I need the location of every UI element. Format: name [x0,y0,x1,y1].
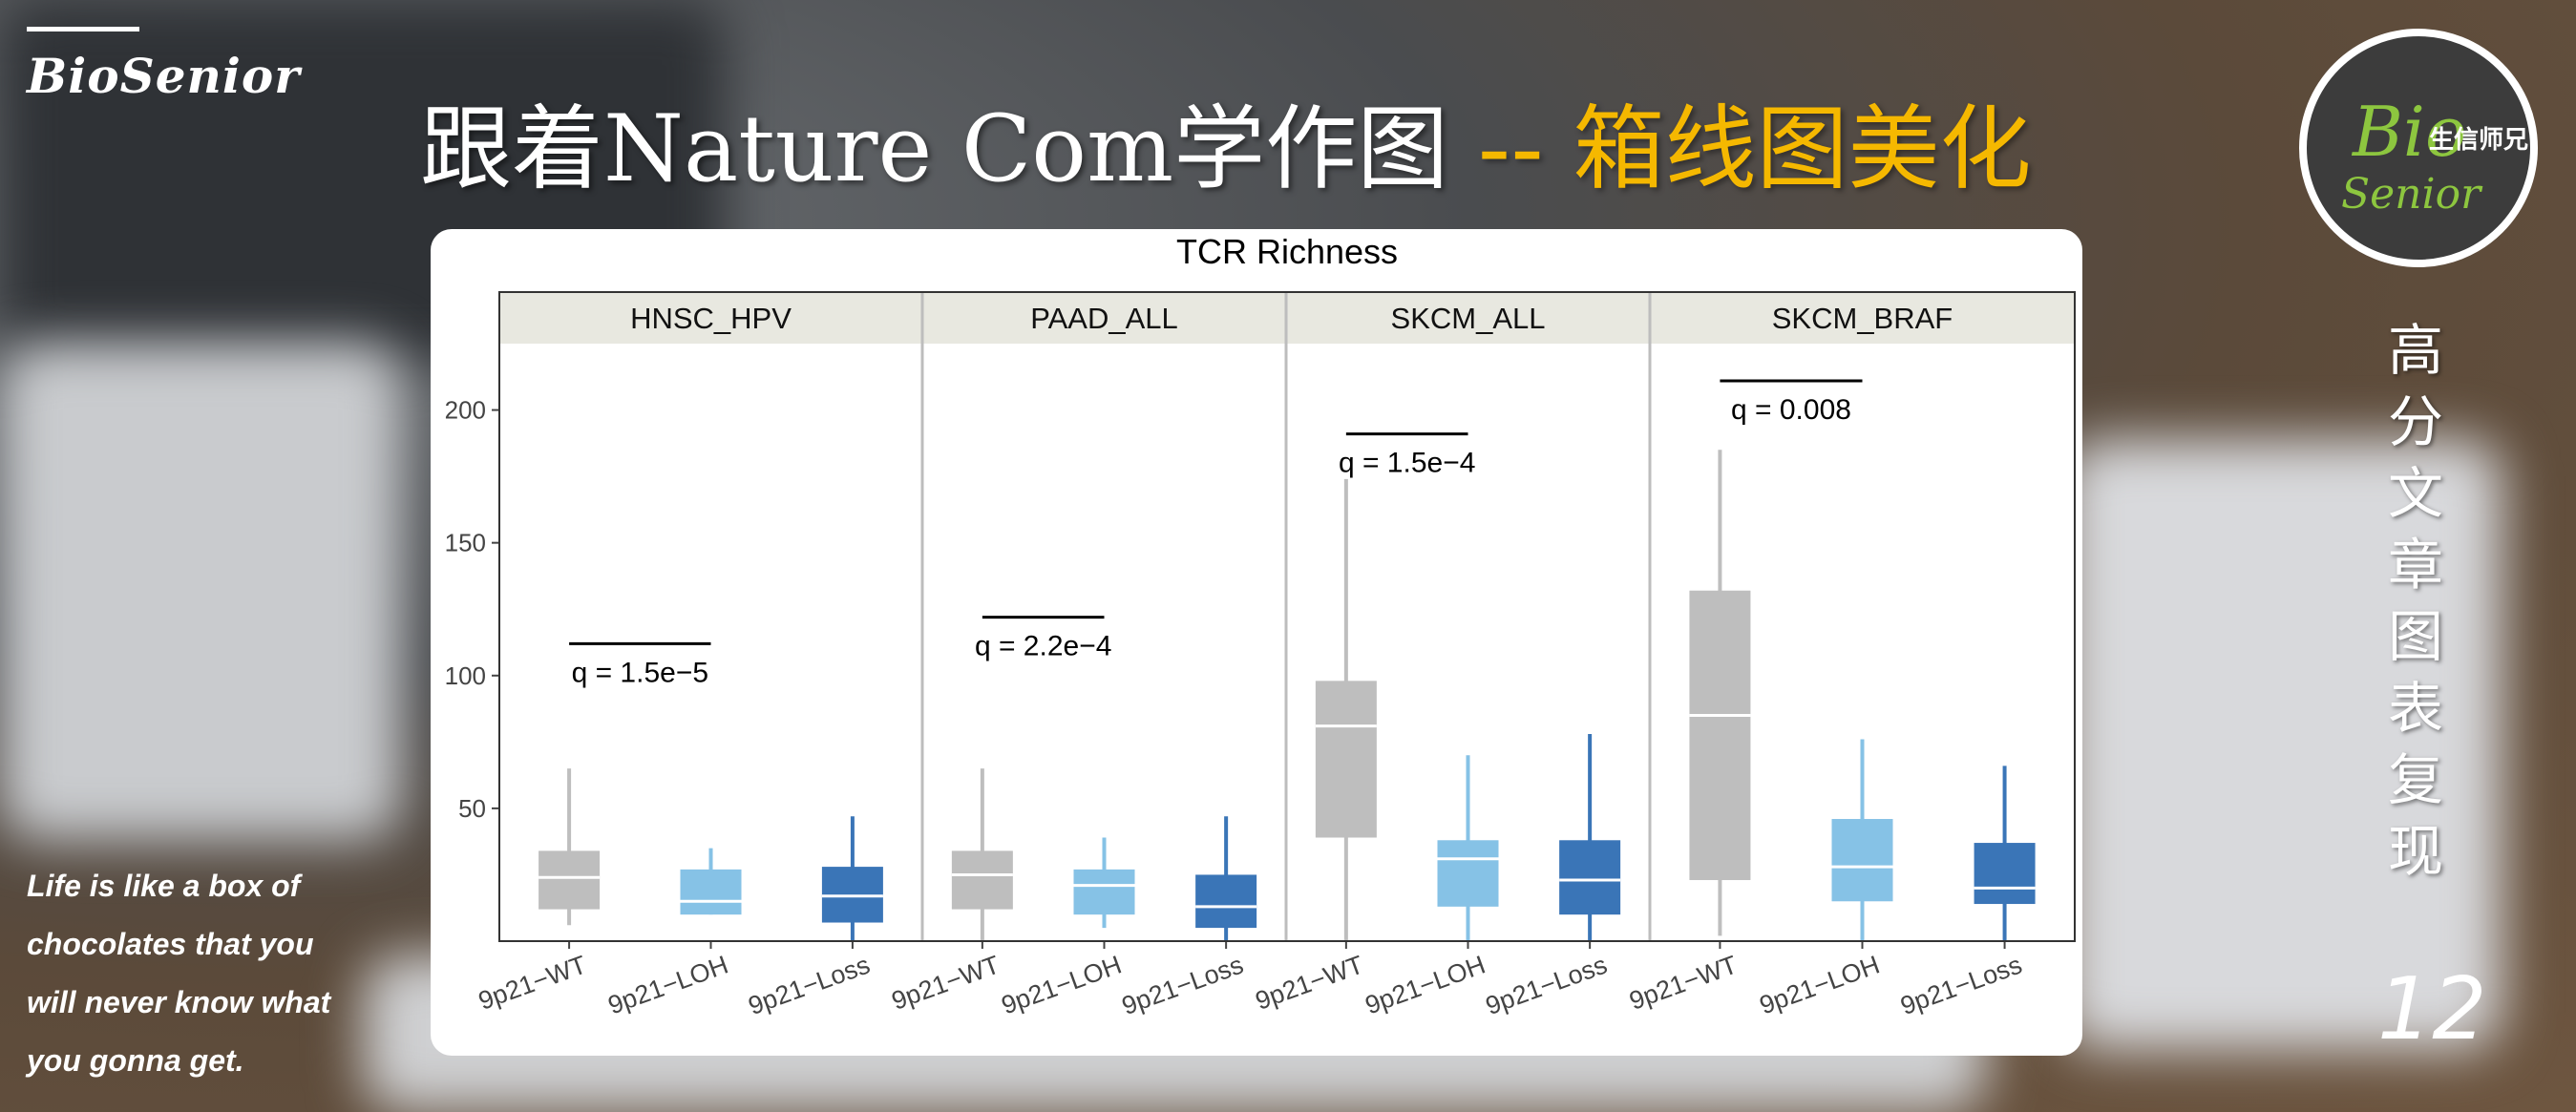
panel-strip [922,292,1286,344]
vertical-caption: 高 分 文 章 图 表 复 现 [2382,315,2449,888]
vertical-char: 文 [2387,461,2443,526]
x-tick-label: 9p21−Loss [1897,950,2026,1020]
box-body [1073,869,1135,915]
vertical-char: 图 [2387,604,2443,669]
box-plot-chart: TCR Richness HNSC_HPV PAAD_ALL SKCM_ALL SKCM… [445,232,2076,1020]
title-part-2: -- 箱线图美化 [1448,95,2032,202]
box-body [1974,843,2036,905]
page-title: 跟着Nature Com学作图 -- 箱线图美化 [420,74,2031,207]
vertical-char: 复 [2387,747,2443,812]
panel-strip [1286,292,1650,344]
box-body [951,850,1013,910]
vertical-char: 章 [2387,533,2443,598]
y-tick-label: 200 [445,396,486,425]
logo-cn-text: 生信师兄 [2429,125,2529,154]
plot-frame [498,291,2076,942]
x-tick-label: 9p21−Loss [1118,950,1247,1020]
box-body [1315,681,1377,838]
x-tick-label: 9p21−LOH [604,950,732,1019]
panel-label: SKCM_BRAF [1772,302,1953,335]
box-body [538,850,601,910]
panel-strip [1650,292,2075,344]
x-tick-label: 9p21−WT [1252,950,1367,1015]
panel-strip [499,292,922,344]
panel-label: PAAD_ALL [1030,302,1178,335]
x-tick-label: 9p21−WT [475,950,590,1015]
quote-line: chocolates that you [27,927,314,961]
box-body [1689,590,1751,881]
quote-line: will never know what [27,985,331,1019]
x-tick-label: 9p21−WT [1626,950,1742,1015]
y-tick-label: 150 [445,529,486,557]
panel-label: SKCM_ALL [1391,302,1546,335]
quote-line: Life is like a box of [27,869,301,903]
x-tick-label: 9p21−LOH [1756,950,1884,1019]
bg-laptop [0,344,401,840]
vertical-char: 高 [2387,318,2443,383]
bg-paper [2062,439,2502,1050]
vertical-char: 分 [2387,389,2443,454]
significance-label: q = 0.008 [1731,394,1851,426]
title-part-1: 跟着Nature Com学作图 [420,95,1449,202]
box-body [1195,874,1257,929]
biosenior-logo: Bio 生信师兄 Senior [2299,29,2538,267]
box-body [1437,840,1499,907]
vertical-char: 现 [2387,819,2443,884]
quote: Life is like a box of chocolates that yo… [27,857,390,1090]
box-body [1559,840,1621,915]
significance-label: q = 1.5e−5 [572,657,708,688]
vertical-char: 表 [2387,676,2443,741]
significance-label: q = 2.2e−4 [975,631,1111,662]
box-body [1831,819,1893,902]
x-tick-label: 9p21−WT [888,950,1003,1015]
quote-line: you gonna get. [27,1043,244,1078]
chart-title: TCR Richness [1176,232,1398,271]
chart-card: TCR Richness HNSC_HPV PAAD_ALL SKCM_ALL SKCM… [431,229,2082,1056]
x-tick-label: 9p21−LOH [1362,950,1489,1019]
y-tick-label: 50 [458,794,486,823]
significance-label: q = 1.5e−4 [1339,448,1475,479]
panel-label: HNSC_HPV [630,302,792,335]
page-number: 12 [2377,959,2487,1060]
box-body [680,869,742,915]
x-tick-label: 9p21−Loss [745,950,874,1020]
y-tick-label: 100 [445,661,486,690]
logo-senior-text: Senior [2341,170,2481,219]
x-tick-label: 9p21−Loss [1482,950,1611,1020]
logo-bio-text: Bio [2353,92,2467,172]
brand-logo-text: BioSenior [27,48,301,104]
x-tick-label: 9p21−LOH [998,950,1126,1019]
top-rule [27,27,139,31]
